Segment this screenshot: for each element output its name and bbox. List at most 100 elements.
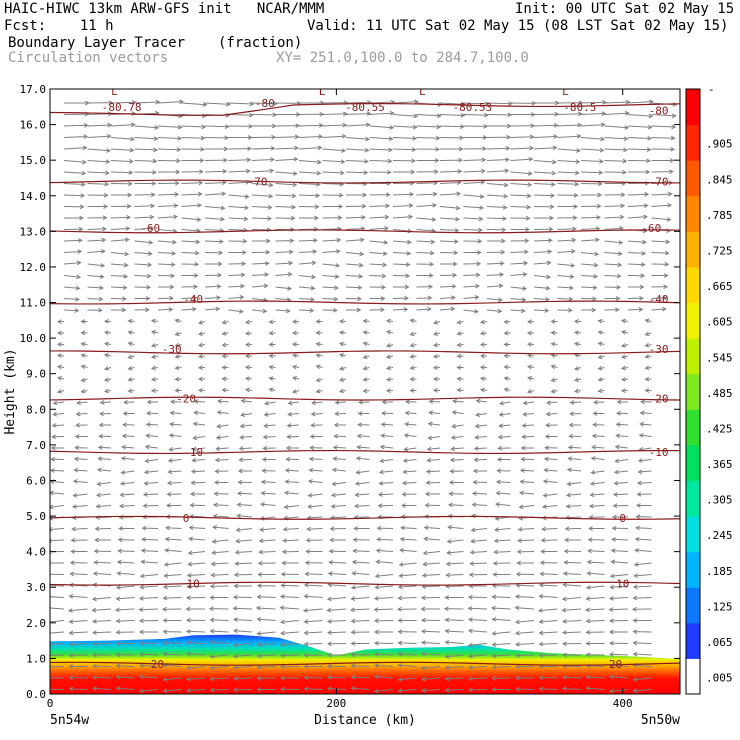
vector-arrow <box>127 354 135 360</box>
vector-arrow <box>174 342 182 348</box>
vector-arrow <box>327 571 347 577</box>
vector-arrow <box>604 136 629 142</box>
vector-arrow <box>70 549 88 554</box>
vector-arrow <box>362 318 370 324</box>
vector-arrow <box>401 491 417 497</box>
vector-arrow <box>627 214 649 220</box>
vector-arrow <box>138 596 159 601</box>
vector-arrow <box>52 411 65 417</box>
vector-arrow <box>63 123 89 128</box>
vector-arrow <box>188 536 206 542</box>
vector-arrow <box>96 467 112 473</box>
vector-arrow <box>573 377 582 382</box>
vector-arrow <box>346 192 368 198</box>
vector-arrow <box>378 469 394 475</box>
vector-arrow <box>94 526 112 532</box>
vector-arrow <box>374 573 394 579</box>
vector-arrow <box>234 561 253 566</box>
y-tick-label: 12.0 <box>20 261 47 274</box>
vector-arrow <box>373 688 394 694</box>
vector-arrow <box>520 456 535 462</box>
vector-arrow <box>597 365 605 371</box>
contour-labels: -80.78 -80 -80.55 -80.53 -80.5 -80 -70 -70 -60 -6… <box>102 89 669 671</box>
vector-arrow <box>533 204 555 210</box>
colorbar-label: .425 <box>706 422 733 435</box>
vector-arrow <box>585 618 605 624</box>
contour-label: 10 <box>616 578 629 591</box>
vector-arrow <box>110 251 130 257</box>
vector-arrow <box>216 423 229 429</box>
vector-arrow <box>281 560 299 566</box>
vector-arrow <box>520 445 534 451</box>
vector-arrow <box>492 560 511 566</box>
vector-arrow <box>644 365 652 371</box>
vector-arrow <box>235 538 253 544</box>
vector-arrow <box>91 630 112 635</box>
vector-arrow <box>369 284 387 290</box>
vector-arrow <box>75 411 88 417</box>
vector-arrow <box>573 318 582 324</box>
vector-arrow <box>628 284 645 290</box>
vector-arrow <box>392 99 419 105</box>
vector-arrow <box>398 573 417 578</box>
vector-arrow <box>91 663 112 669</box>
vector-arrow <box>514 594 535 599</box>
vector-arrow <box>380 433 394 439</box>
vector-arrow <box>275 182 298 188</box>
vector-arrow <box>557 285 575 291</box>
header-valid-time: Valid: 11 UTC Sat 02 May 15 (08 LST Sat … <box>307 18 729 34</box>
vector-arrow <box>141 537 159 542</box>
temperature-contours <box>50 102 680 666</box>
vector-arrow <box>165 503 182 508</box>
vector-arrow <box>322 170 345 176</box>
vector-arrow <box>439 216 461 222</box>
vector-arrow <box>611 537 629 542</box>
vector-arrow <box>614 444 629 450</box>
vector-arrow <box>392 192 415 197</box>
contour-label: -10 <box>649 446 669 459</box>
vector-arrow <box>287 400 300 406</box>
vector-arrow <box>322 148 347 153</box>
vector-arrow <box>291 389 300 394</box>
vector-arrow <box>456 353 464 359</box>
vector-arrow <box>73 456 88 462</box>
colorbar-label: .125 <box>706 600 733 613</box>
vector-arrow <box>110 181 133 187</box>
vector-arrow <box>392 250 412 256</box>
vector-arrow <box>534 100 560 106</box>
vector-arrow <box>540 537 558 543</box>
colorbar-swatch <box>686 89 700 126</box>
vector-arrow <box>538 686 558 692</box>
vector-arrow <box>510 227 530 232</box>
vector-arrow <box>311 400 323 406</box>
vector-arrow <box>197 342 206 348</box>
vector-arrow <box>157 203 179 208</box>
vector-arrow <box>640 399 652 405</box>
vector-arrow <box>181 169 204 175</box>
vector-arrow <box>251 112 278 118</box>
vector-arrow <box>620 388 629 394</box>
vector-arrow <box>256 653 276 659</box>
vector-arrow <box>510 297 527 302</box>
vector-arrow <box>298 274 317 280</box>
vector-arrow <box>50 456 65 462</box>
vector-arrow <box>550 388 558 394</box>
vector-arrow <box>63 260 82 266</box>
vector-arrow <box>303 686 323 692</box>
vector-arrow <box>256 664 276 670</box>
vector-arrow <box>110 215 132 220</box>
vector-arrow <box>50 620 65 623</box>
vector-arrow <box>613 480 629 486</box>
vector-arrow <box>94 537 111 543</box>
vector-arrow <box>369 296 386 301</box>
vector-arrow <box>215 435 229 440</box>
vector-arrow <box>261 468 276 474</box>
vector-arrow <box>228 135 253 140</box>
vector-arrow <box>439 169 463 174</box>
vector-arrow <box>428 410 441 416</box>
vector-arrow <box>651 169 674 175</box>
vector-arrow <box>518 490 535 496</box>
vector-arrow <box>496 468 511 474</box>
vector-arrow <box>444 640 464 645</box>
vector-arrow <box>228 168 251 174</box>
